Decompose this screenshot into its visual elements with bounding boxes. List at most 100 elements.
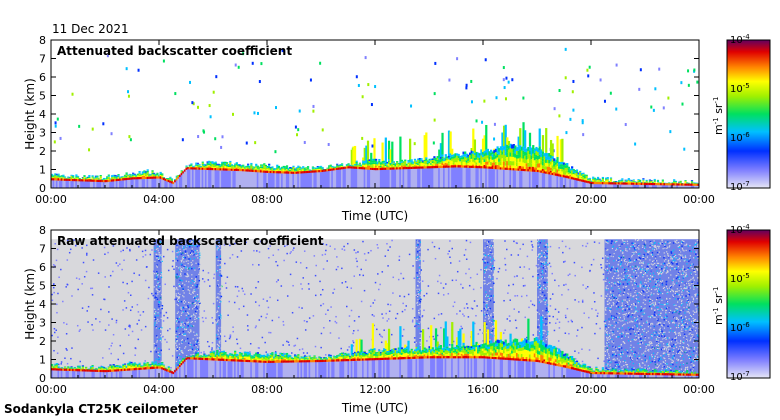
backscatter-cell bbox=[272, 168, 276, 169]
noise-speck bbox=[549, 305, 552, 307]
isolated-echo bbox=[129, 138, 132, 142]
backscatter-cell bbox=[289, 168, 292, 170]
cloud-layer-cell bbox=[119, 178, 122, 181]
backscatter-cell bbox=[522, 166, 525, 171]
backscatter-cell bbox=[543, 166, 546, 170]
cloud-layer-cell bbox=[149, 176, 153, 179]
backscatter-cell bbox=[287, 170, 290, 172]
cloud-layer-cell bbox=[663, 183, 666, 186]
cloud-layer-cell bbox=[494, 166, 498, 170]
backscatter-cell bbox=[339, 168, 342, 188]
backscatter-cell bbox=[548, 170, 551, 174]
backscatter-cell bbox=[562, 164, 566, 168]
backscatter-cell bbox=[541, 172, 545, 188]
backscatter-cell bbox=[209, 166, 212, 169]
backscatter-cell bbox=[637, 179, 640, 181]
noise-speck bbox=[240, 250, 243, 252]
backscatter-cell bbox=[138, 178, 141, 188]
backscatter-cell bbox=[562, 162, 566, 165]
cloud-layer-cell bbox=[261, 170, 264, 173]
backscatter-cell bbox=[532, 149, 535, 154]
isolated-echo bbox=[212, 90, 215, 94]
cloud-layer-cell bbox=[256, 170, 259, 173]
noise-speck bbox=[275, 260, 277, 263]
backscatter-cell bbox=[470, 156, 473, 159]
backscatter-cell bbox=[562, 167, 566, 170]
backscatter-cell bbox=[475, 167, 478, 188]
backscatter-cell bbox=[138, 172, 141, 174]
backscatter-cell bbox=[473, 160, 477, 163]
noise-speck bbox=[376, 328, 378, 331]
backscatter-cell bbox=[358, 165, 362, 167]
backscatter-cell bbox=[598, 181, 601, 182]
noise-speck bbox=[581, 244, 584, 247]
noise-speck bbox=[600, 295, 603, 297]
noise-speck bbox=[163, 314, 165, 317]
backscatter-cell bbox=[593, 177, 596, 179]
backscatter-cell bbox=[81, 177, 84, 179]
backscatter-cell bbox=[472, 159, 475, 162]
backscatter-cell bbox=[580, 174, 583, 176]
backscatter-cell bbox=[331, 167, 334, 168]
backscatter-cell bbox=[582, 178, 585, 180]
cloud-layer-cell bbox=[178, 174, 182, 177]
noise-speck bbox=[271, 319, 274, 322]
backscatter-cell bbox=[190, 163, 193, 165]
backscatter-cell bbox=[190, 164, 193, 166]
backscatter-cell bbox=[323, 169, 326, 170]
backscatter-cell bbox=[491, 151, 494, 155]
cloud-layer-cell bbox=[120, 178, 123, 181]
backscatter-cell bbox=[276, 172, 279, 188]
backscatter-cell bbox=[477, 162, 480, 165]
backscatter-cell bbox=[289, 171, 292, 173]
noise-speck bbox=[133, 272, 135, 275]
backscatter-cell bbox=[595, 178, 598, 180]
backscatter-cell bbox=[268, 169, 271, 171]
backscatter-cell bbox=[407, 168, 410, 188]
backscatter-cell bbox=[446, 159, 449, 162]
backscatter-cell bbox=[284, 170, 287, 172]
noise-speck bbox=[60, 268, 62, 271]
backscatter-cell bbox=[512, 148, 515, 153]
noise-speck bbox=[326, 260, 328, 262]
backscatter-cell bbox=[237, 166, 240, 168]
backscatter-cell bbox=[527, 150, 530, 155]
backscatter-cell bbox=[501, 165, 504, 169]
backscatter-cell bbox=[174, 181, 177, 188]
noise-speck bbox=[82, 261, 85, 264]
backscatter-cell bbox=[379, 166, 383, 169]
cloud-layer-cell bbox=[93, 179, 96, 182]
cloud-layer-cell bbox=[110, 179, 114, 182]
backscatter-cell bbox=[201, 164, 204, 166]
backscatter-cell bbox=[106, 178, 109, 179]
backscatter-cell bbox=[232, 167, 235, 169]
backscatter-cell bbox=[630, 181, 634, 183]
isolated-echo bbox=[502, 66, 505, 70]
backscatter-cell bbox=[549, 164, 553, 168]
noise-speck bbox=[465, 272, 467, 275]
backscatter-cell bbox=[527, 162, 530, 167]
noise-speck bbox=[228, 337, 231, 340]
backscatter-cell bbox=[567, 166, 570, 169]
backscatter-cell bbox=[306, 167, 310, 169]
noise-speck bbox=[526, 336, 528, 339]
noise-speck bbox=[301, 307, 303, 309]
noise-speck bbox=[462, 287, 464, 289]
backscatter-cell bbox=[483, 159, 486, 163]
backscatter-cell bbox=[569, 175, 572, 177]
backscatter-cell bbox=[507, 153, 511, 158]
backscatter-cell bbox=[221, 163, 224, 165]
backscatter-cell bbox=[365, 163, 368, 165]
backscatter-cell bbox=[362, 168, 365, 188]
cloud-layer-cell bbox=[480, 166, 483, 169]
backscatter-cell bbox=[97, 181, 101, 188]
backscatter-cell bbox=[135, 175, 138, 177]
noise-speck bbox=[86, 310, 88, 312]
noise-speck bbox=[136, 323, 139, 325]
backscatter-cell bbox=[538, 154, 541, 159]
backscatter-cell bbox=[256, 165, 259, 167]
backscatter-cell bbox=[501, 151, 504, 155]
backscatter-cell bbox=[60, 177, 63, 179]
cloud-layer-cell bbox=[634, 182, 637, 185]
backscatter-cell bbox=[83, 177, 86, 178]
